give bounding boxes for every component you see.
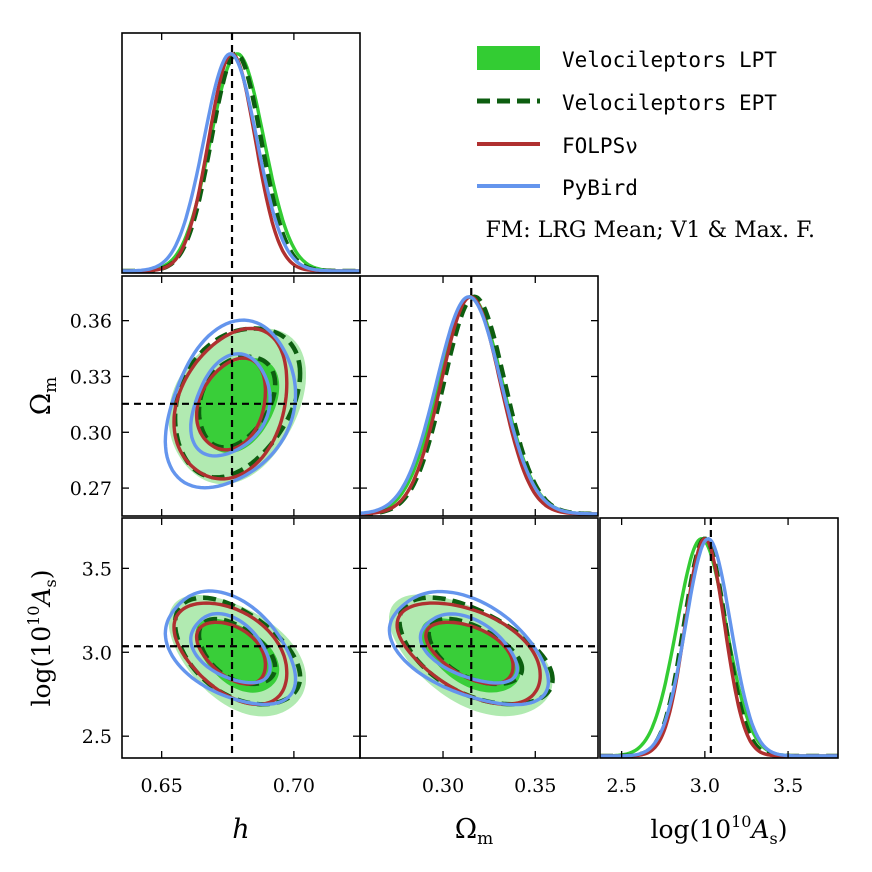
y-tick-label-lnas: 3.5 [82, 558, 112, 580]
legend-label-velocileptors-lpt: Velocileptors LPT [562, 48, 777, 72]
marginal-folps-lnAs [600, 537, 838, 758]
panel-frame-r2c2 [599, 517, 839, 759]
marginal-velocileptors-ept-Om [360, 294, 598, 517]
y-tick-label-lnas: 2.5 [82, 726, 112, 748]
y-tick-label-lnas: 3.0 [82, 642, 112, 664]
marginal-pybird-lnAs [600, 537, 838, 758]
y-tick-label-om: 0.33 [70, 366, 112, 388]
x-tick-label-lnas: 2.5 [607, 775, 637, 797]
contour-pybird-1sigma-h-lnAs [189, 611, 272, 685]
contour-pybird-1sigma-h-Om [189, 352, 272, 458]
x-tick-label-om: 0.30 [422, 775, 464, 797]
panel-frame-r0c0 [121, 32, 361, 274]
y-axis-label-om: Ωm [26, 377, 61, 416]
x-axis-label-lnas: log(1010As) [650, 812, 787, 848]
y-axis-label-lnas: log(1010As) [24, 569, 60, 706]
y-tick-label-om: 0.36 [70, 311, 112, 333]
marginal-pybird-h [121, 52, 360, 273]
chart-title: FM: LRG Mean; V1 & Max. F. [486, 218, 816, 243]
x-tick-label-om: 0.35 [514, 775, 556, 797]
marginal-folps-h [122, 52, 360, 273]
marginal-velocileptors-lpt-Om [359, 295, 598, 516]
marginal-velocileptors-ept-h [122, 51, 360, 274]
marginal-velocileptors-ept-lnAs [600, 536, 838, 759]
y-tick-label-om: 0.27 [70, 478, 112, 500]
legend-label-velocileptors-ept: Velocileptors EPT [562, 91, 777, 115]
contour-pybird-1sigma-Om-lnAs [418, 612, 519, 685]
marginal-folps-Om [360, 295, 598, 516]
contour-pybird-2sigma-h-Om [163, 318, 298, 490]
marginal-pybird-Om [359, 295, 598, 516]
x-tick-label-lnas: 3.0 [690, 775, 720, 797]
panel-frame-r1c1 [359, 275, 599, 517]
legend-swatch-velocileptors-lpt [477, 46, 540, 70]
marginal-velocileptors-lpt-lnAs [599, 537, 838, 758]
x-axis-label-h: h [232, 814, 249, 845]
y-tick-label-om: 0.30 [70, 422, 112, 444]
contour-pybird-2sigma-Om-lnAs [387, 589, 551, 707]
x-axis-label-om: Ωm [455, 814, 494, 849]
legend-label-folps: FOLPSν [562, 134, 638, 158]
x-tick-label-lnas: 3.5 [773, 775, 803, 797]
panel-frame-r2c1 [359, 517, 599, 759]
marginal-velocileptors-lpt-h [122, 52, 360, 273]
legend: Velocileptors LPT Velocileptors EPT FOLP… [477, 46, 815, 243]
x-tick-label-h: 0.70 [273, 775, 315, 797]
contour-folps-2sigma-h-Om [172, 326, 289, 481]
legend-label-pybird: PyBird [562, 176, 638, 200]
contour-pybird-2sigma-h-lnAs [163, 589, 298, 707]
x-tick-label-h: 0.65 [141, 775, 183, 797]
